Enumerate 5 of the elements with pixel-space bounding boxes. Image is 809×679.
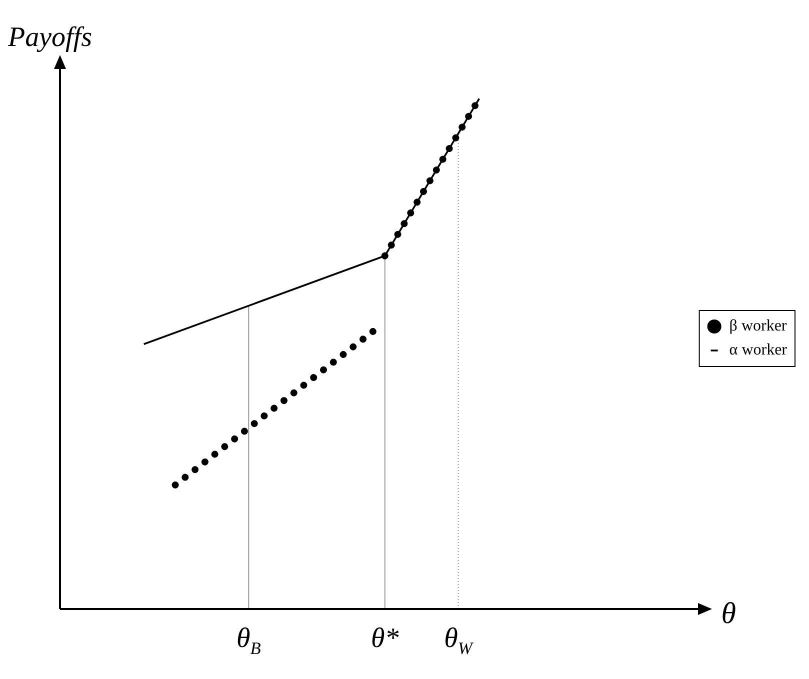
y-axis-title: Payoffs xyxy=(7,22,92,53)
x-tick-label: θ* xyxy=(371,623,399,654)
legend-label: α worker xyxy=(729,342,788,359)
x-axis-title: θ xyxy=(721,597,736,630)
legend-label: β worker xyxy=(729,318,788,335)
